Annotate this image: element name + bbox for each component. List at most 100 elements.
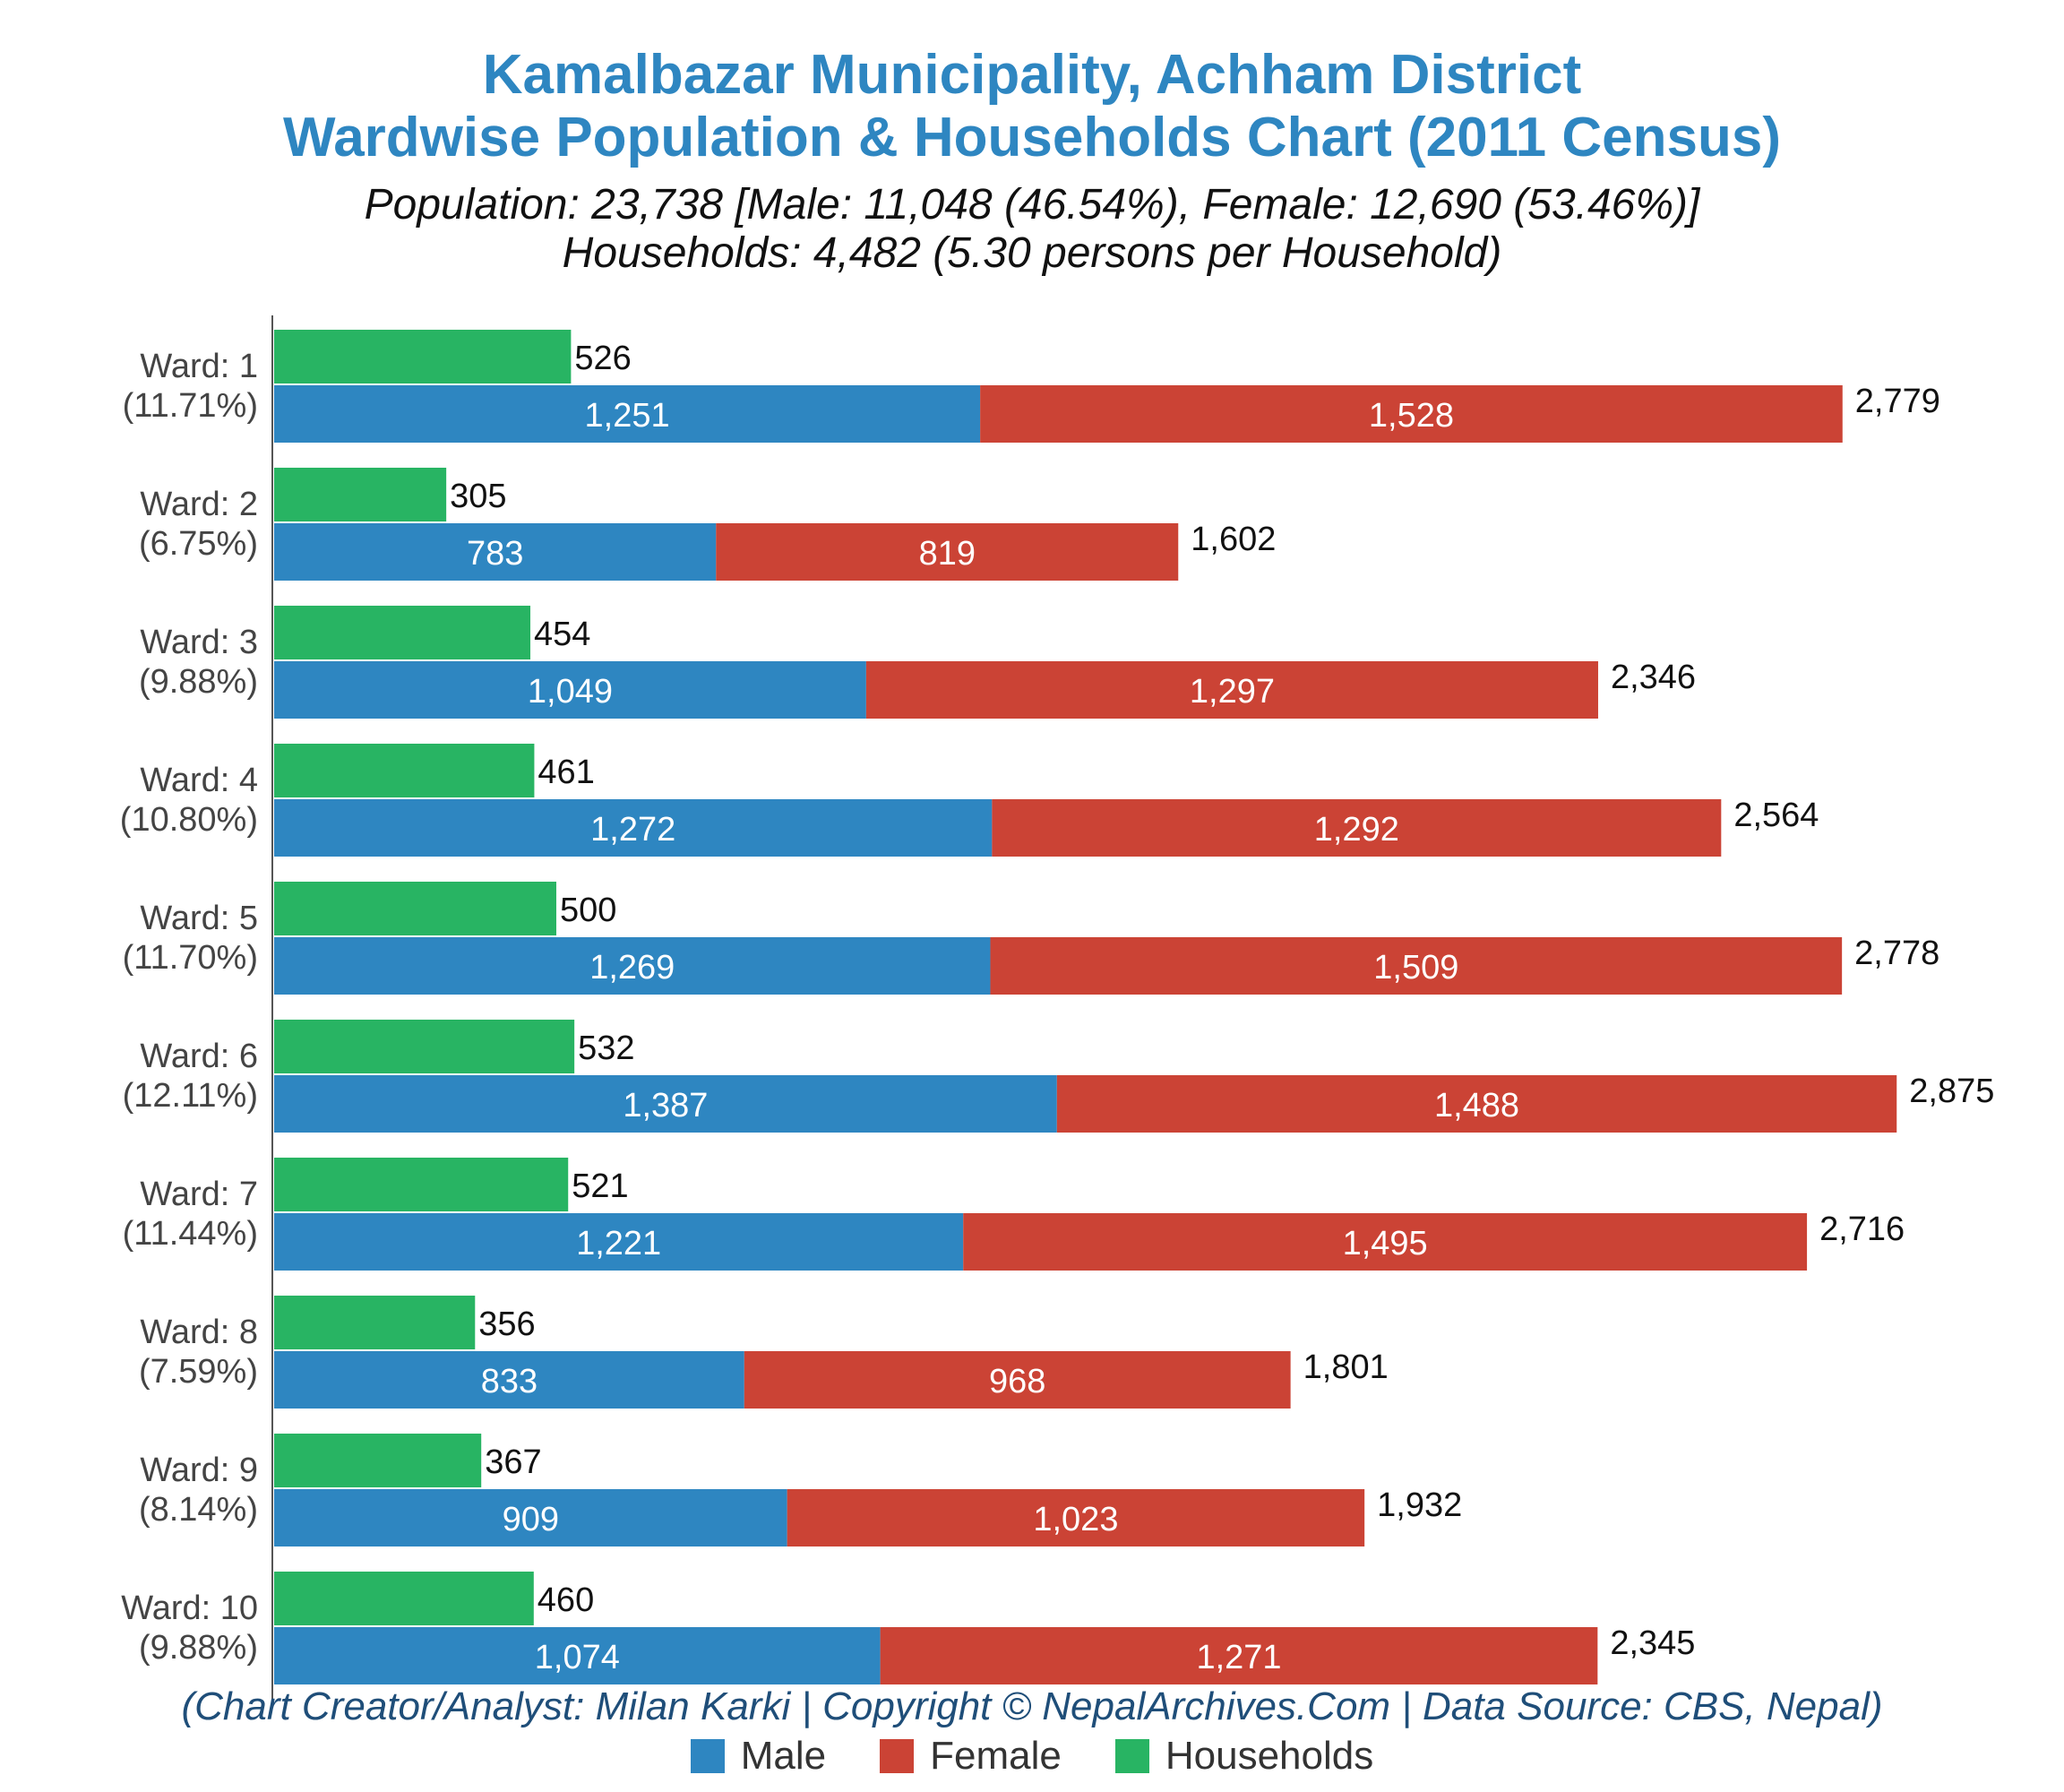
ward-label-10: Ward: 10 [121,1590,258,1627]
female-bar-8 [744,1351,1291,1409]
male-bar-7 [274,1213,964,1271]
households-value-3: 454 [534,616,590,653]
female-value-1: 1,528 [1369,397,1454,435]
female-value-8: 968 [989,1363,1045,1400]
female-value-10: 1,271 [1196,1639,1281,1676]
households-bar-8 [274,1296,476,1349]
households-bar-7 [274,1158,569,1211]
female-value-4: 1,292 [1314,811,1399,849]
male-value-7: 1,221 [576,1225,661,1262]
ward-pct-6: (12.11%) [123,1077,258,1115]
male-bar-9 [274,1489,787,1546]
male-value-9: 909 [503,1501,559,1538]
legend-item-male[interactable]: Male [690,1734,827,1778]
households-bar-6 [274,1020,575,1073]
legend-swatch-households [1114,1739,1149,1773]
male-value-5: 1,269 [589,949,675,986]
total-value-6: 2,875 [1909,1073,1994,1110]
male-value-1: 1,251 [585,397,670,435]
female-value-5: 1,509 [1373,949,1458,986]
legend-item-female[interactable]: Female [880,1736,1062,1776]
ward-pct-5: (11.70%) [123,939,258,977]
chart-subtitle: Population: 23,738 [Male: 11,048 (46.54%… [364,181,1700,228]
households-value-8: 356 [478,1305,535,1343]
ward-pct-1: (11.71%) [123,387,258,425]
female-bar-4 [992,799,1722,857]
households-bar-5 [274,882,556,935]
total-value-3: 2,346 [1611,659,1696,696]
female-bar-9 [787,1489,1365,1546]
female-bar-2 [716,523,1179,581]
male-bar-6 [274,1075,1057,1133]
female-bar-7 [963,1213,1808,1271]
chart-title: Kamalbazar Municipality, Achham District [482,44,1582,106]
ward-pct-4: (10.80%) [120,801,258,839]
total-value-8: 1,801 [1303,1348,1389,1386]
female-bar-5 [990,937,1843,995]
chart-title-line2: Wardwise Population & Households Chart (… [282,107,1781,168]
female-value-2: 819 [919,535,976,573]
ward-label-8: Ward: 8 [140,1314,258,1351]
total-value-9: 1,932 [1377,1486,1462,1524]
female-bar-10 [880,1627,1598,1684]
male-value-3: 1,049 [528,673,613,711]
male-bar-3 [274,661,866,719]
legend-label-households: Households [1165,1734,1374,1778]
total-value-4: 2,564 [1733,797,1819,834]
ward-label-5: Ward: 5 [140,900,258,937]
ward-label-9: Ward: 9 [140,1452,258,1489]
households-bar-1 [274,330,572,383]
male-bar-10 [274,1627,881,1684]
households-value-5: 500 [560,892,616,929]
ward-pct-9: (8.14%) [139,1491,258,1529]
legend-item-households[interactable]: Households [1114,1734,1374,1778]
households-bar-2 [274,468,447,521]
households-bar-4 [274,744,535,797]
ward-pct-2: (6.75%) [139,525,258,563]
male-bar-4 [274,799,993,857]
legend-swatch-male [690,1739,725,1773]
total-value-2: 1,602 [1191,521,1276,558]
male-bar-1 [274,385,981,443]
ward-label-3: Ward: 3 [140,624,258,661]
chart-legend: Male Female Households [0,1736,2064,1776]
male-value-10: 1,074 [535,1639,620,1676]
male-value-4: 1,272 [590,811,675,849]
male-bar-8 [274,1351,744,1409]
ward-label-4: Ward: 4 [140,762,258,799]
male-bar-2 [274,523,717,581]
legend-label-female: Female [930,1734,1062,1778]
male-value-6: 1,387 [623,1087,708,1124]
households-bar-9 [274,1434,482,1487]
female-bar-3 [865,661,1598,719]
households-value-10: 460 [538,1581,594,1619]
legend-swatch-female [880,1739,915,1773]
households-value-7: 521 [572,1167,628,1205]
ward-pct-8: (7.59%) [139,1353,258,1391]
households-value-9: 367 [485,1443,541,1481]
female-bar-6 [1056,1075,1897,1133]
female-value-3: 1,297 [1190,673,1275,711]
total-value-5: 2,778 [1854,935,1939,972]
total-value-7: 2,716 [1819,1210,1905,1248]
ward-label-2: Ward: 2 [140,486,258,523]
ward-pct-3: (9.88%) [139,663,258,701]
households-value-6: 532 [578,1030,634,1067]
ward-pct-10: (9.88%) [139,1629,258,1667]
female-value-6: 1,488 [1434,1087,1519,1124]
households-bar-3 [274,606,531,659]
total-value-10: 2,345 [1610,1624,1695,1662]
female-bar-1 [980,385,1843,443]
ward-pct-7: (11.44%) [123,1215,258,1253]
legend-label-male: Male [740,1734,827,1778]
households-value-1: 526 [574,340,631,377]
ward-label-7: Ward: 7 [140,1176,258,1213]
female-value-7: 1,495 [1343,1225,1428,1262]
male-value-2: 783 [467,535,523,573]
ward-label-1: Ward: 1 [140,348,258,385]
households-value-4: 461 [538,754,594,791]
male-bar-5 [274,937,991,995]
households-value-2: 305 [450,478,506,515]
households-bar-10 [274,1572,534,1625]
